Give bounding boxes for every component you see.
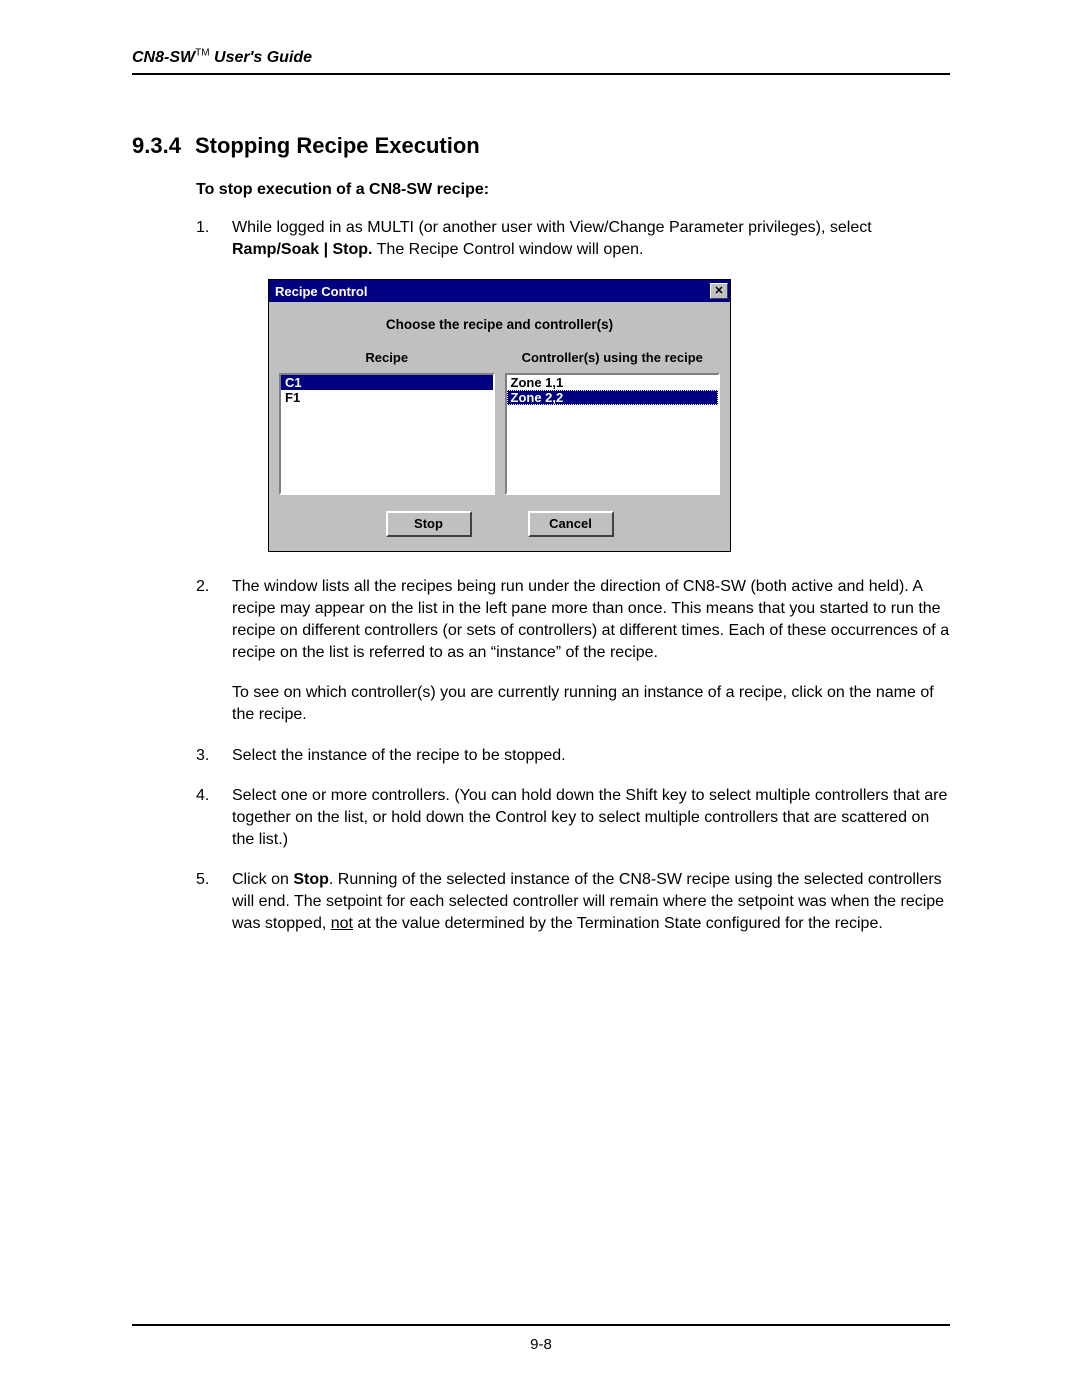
dialog-titlebar: Recipe Control ✕ <box>269 280 730 302</box>
controllers-listbox[interactable]: Zone 1,1 Zone 2,2 <box>505 373 721 495</box>
recipe-column-label: Recipe <box>279 349 495 367</box>
close-icon[interactable]: ✕ <box>710 283 728 299</box>
section-heading: 9.3.4 Stopping Recipe Execution <box>132 133 950 159</box>
step-4-text: Select one or more controllers. (You can… <box>232 787 947 848</box>
step-4: 4. Select one or more controllers. (You … <box>196 785 950 851</box>
header-suffix: User's Guide <box>210 49 313 66</box>
step-5-not-word: not <box>331 915 353 932</box>
step-1-menu-path: Ramp/Soak | Stop. <box>232 241 373 258</box>
step-5-stop-word: Stop <box>293 871 329 888</box>
step-number: 1. <box>196 217 209 239</box>
recipe-listbox[interactable]: C1 F1 <box>279 373 495 495</box>
step-5: 5. Click on Stop. Running of the selecte… <box>196 869 950 935</box>
step-3: 3. Select the instance of the recipe to … <box>196 745 950 767</box>
controllers-column-label: Controller(s) using the recipe <box>505 349 721 367</box>
header-product-name: CN8-SW <box>132 49 195 66</box>
step-number: 4. <box>196 785 209 807</box>
step-1: 1. While logged in as MULTI (or another … <box>196 217 950 552</box>
section-title-text: Stopping Recipe Execution <box>195 133 480 158</box>
dialog-title: Recipe Control <box>275 283 367 301</box>
recipe-item-c1[interactable]: C1 <box>281 375 493 390</box>
controller-item-zone2[interactable]: Zone 2,2 <box>507 390 719 405</box>
step-1-text-a: While logged in as MULTI (or another use… <box>232 219 872 236</box>
step-1-text-b: The Recipe Control window will open. <box>373 241 644 258</box>
step-number: 5. <box>196 869 209 891</box>
step-5-text-a: Click on <box>232 871 293 888</box>
step-number: 2. <box>196 576 209 598</box>
trademark-symbol: TM <box>195 48 209 59</box>
cancel-button[interactable]: Cancel <box>528 511 614 537</box>
procedure-subhead: To stop execution of a CN8-SW recipe: <box>196 181 950 199</box>
controller-item-zone1[interactable]: Zone 1,1 <box>507 375 719 390</box>
step-5-text-c: at the value determined by the Terminati… <box>353 915 883 932</box>
step-2-para-2: To see on which controller(s) you are cu… <box>232 682 950 726</box>
step-2: 2. The window lists all the recipes bein… <box>196 576 950 726</box>
stop-button[interactable]: Stop <box>386 511 472 537</box>
page-number: 9-8 <box>530 1336 552 1353</box>
step-number: 3. <box>196 745 209 767</box>
recipe-item-f1[interactable]: F1 <box>281 390 493 405</box>
step-3-text: Select the instance of the recipe to be … <box>232 747 566 764</box>
step-2-para-1: The window lists all the recipes being r… <box>232 578 949 661</box>
dialog-heading: Choose the recipe and controller(s) <box>279 316 720 335</box>
recipe-control-dialog: Recipe Control ✕ Choose the recipe and c… <box>268 279 731 552</box>
page-footer: 9-8 <box>132 1324 950 1353</box>
header-product: CN8-SWTM User's Guide <box>132 49 312 66</box>
section-number: 9.3.4 <box>132 133 181 159</box>
page-header: CN8-SWTM User's Guide <box>132 48 950 75</box>
